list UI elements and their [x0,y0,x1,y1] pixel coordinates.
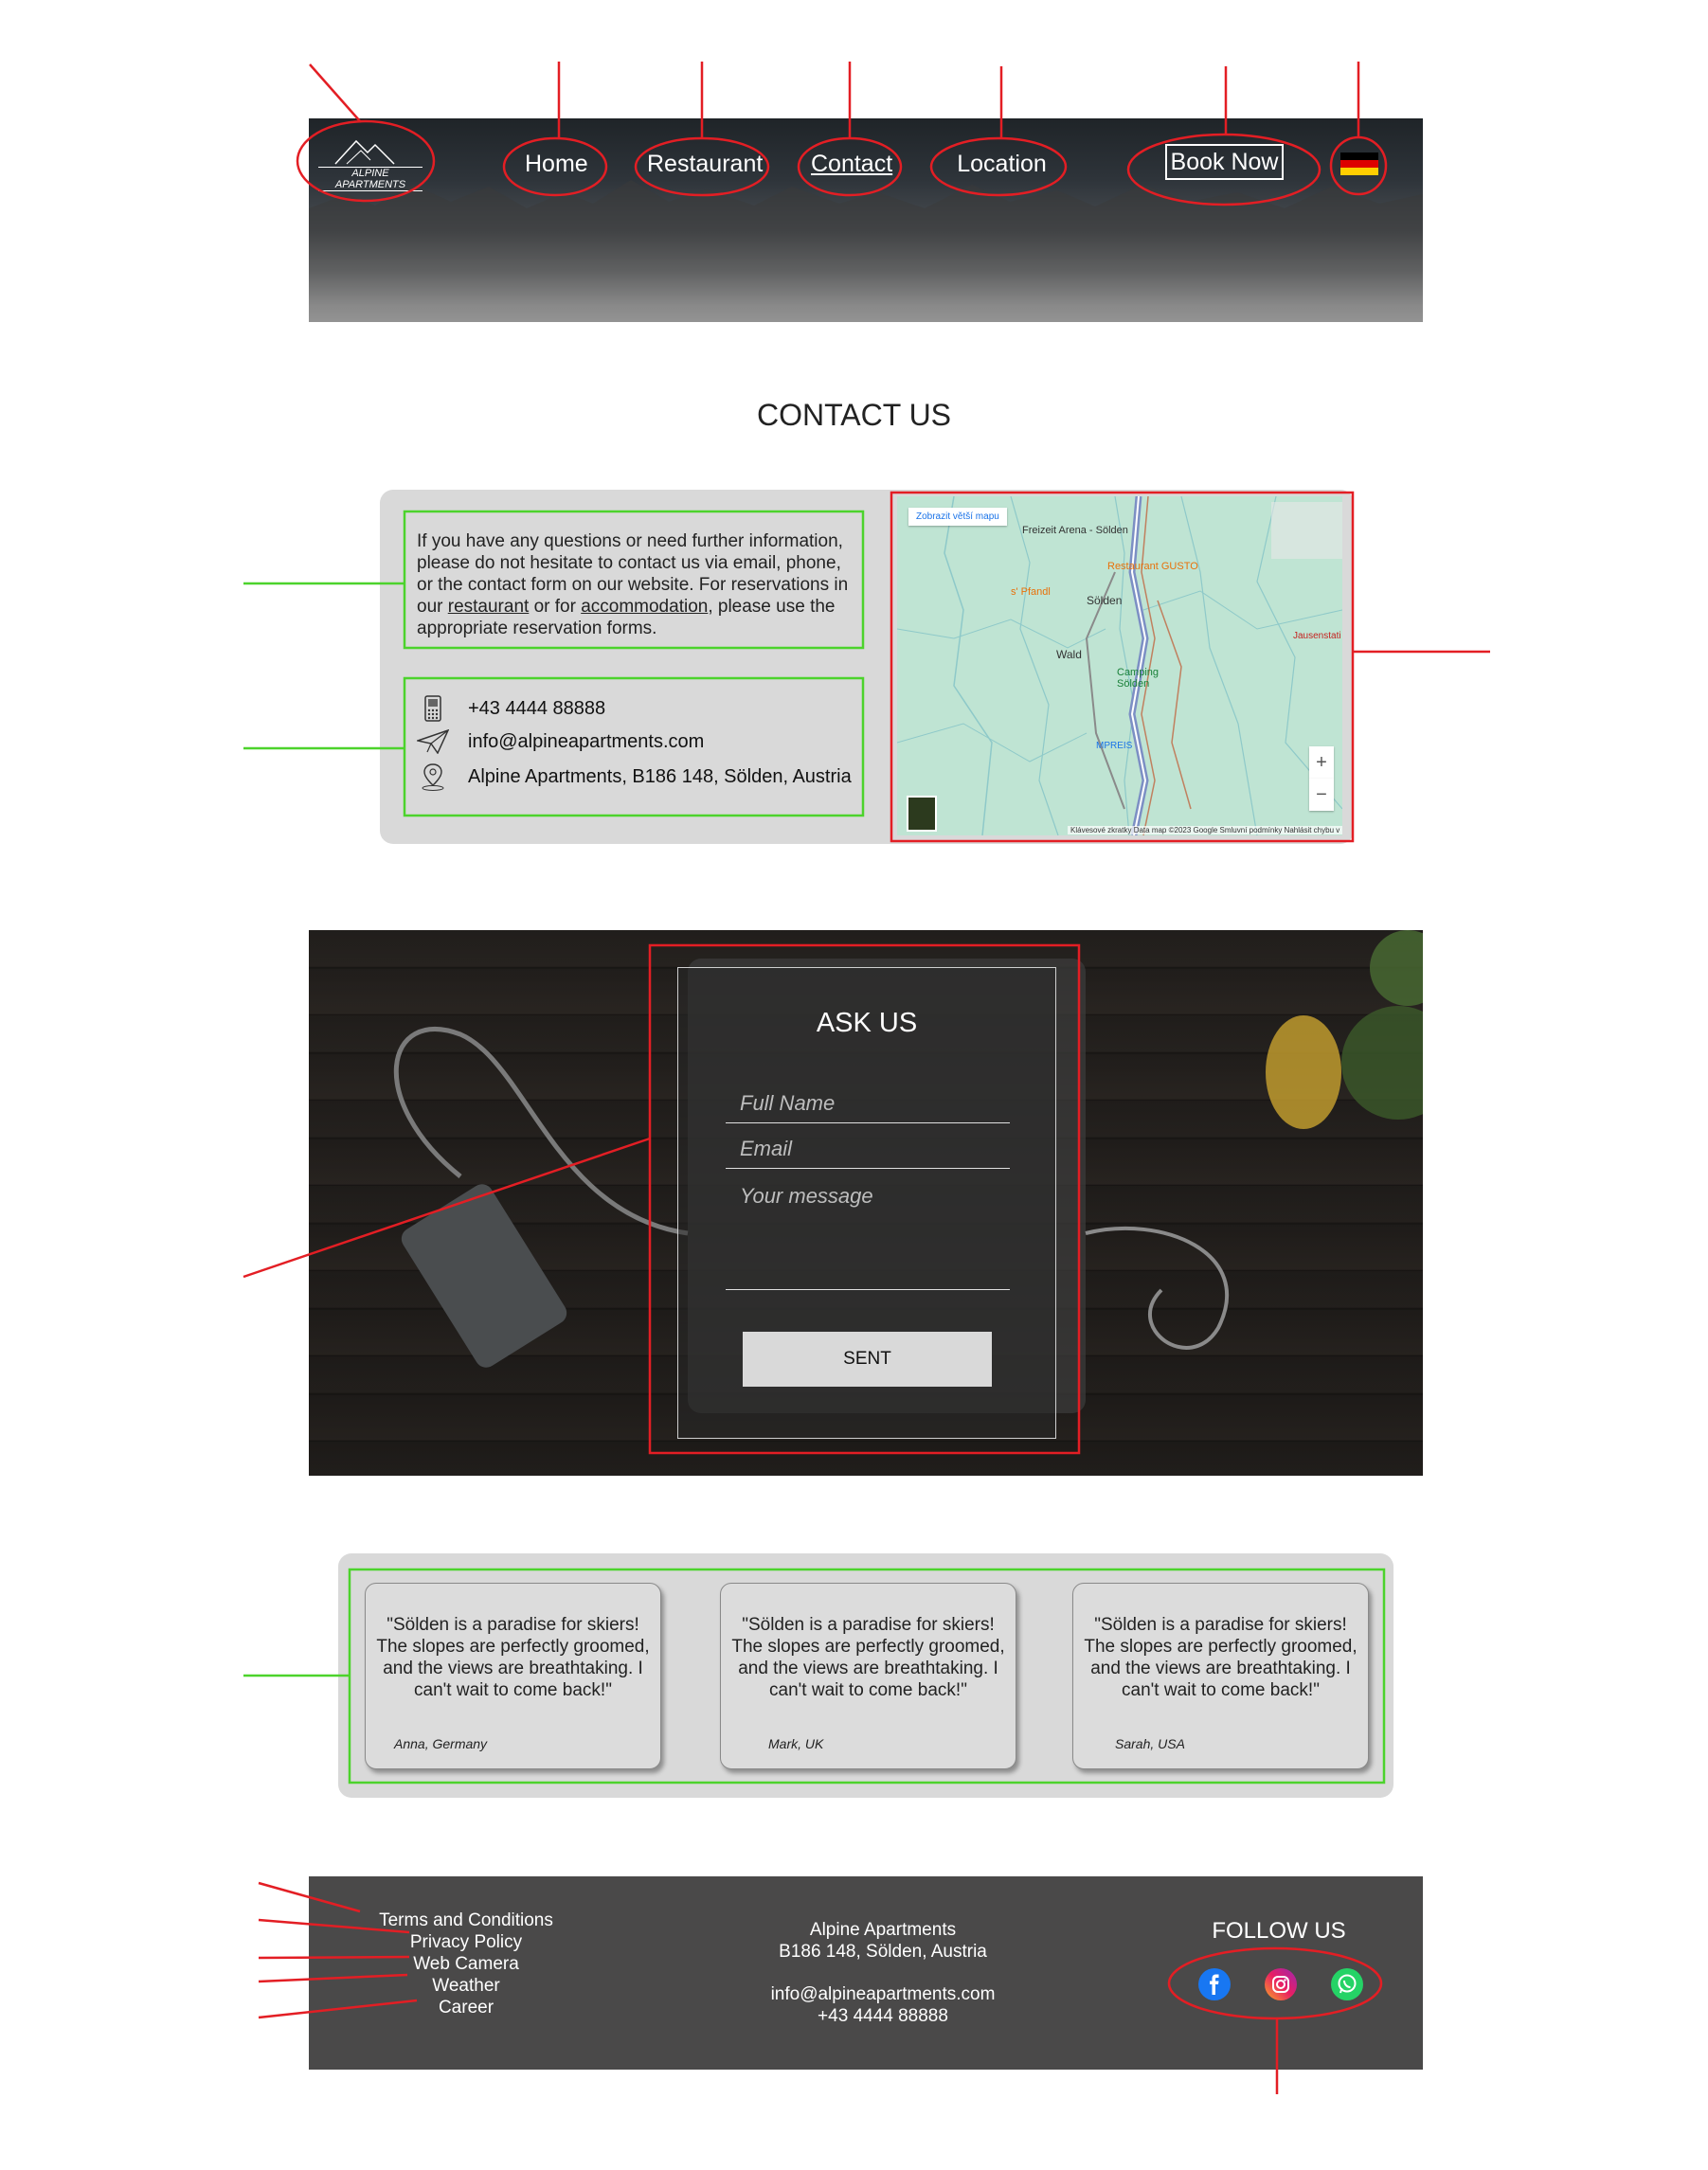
phone-number[interactable]: +43 4444 88888 [468,697,606,719]
header-banner [309,118,1423,322]
testimonial-quote: "Sölden is a paradise for skiers! The sl… [731,1615,1005,1700]
ask-title: ASK US [816,1008,918,1038]
address-row: Alpine Apartments, B186 148, Sölden, Aus… [417,762,852,791]
intro-text-part: or for [529,597,582,617]
phone-icon [417,694,449,723]
facebook-icon[interactable] [1198,1968,1231,2000]
map-terrain [897,496,1342,835]
email-row: info@alpineapartments.com [417,727,704,756]
map-label: Wald [1056,648,1082,661]
full-name-input[interactable]: Full Name [726,1091,1010,1123]
map-zoom-in-button[interactable]: + [1309,746,1334,779]
paper-plane-icon [417,727,449,756]
testimonial-card: "Sölden is a paradise for skiers! The sl… [1072,1583,1369,1769]
mountain-logo-icon [334,139,395,165]
send-button[interactable]: SENT [743,1332,992,1387]
footer-phone-label[interactable]: +43 4444 88888 [818,2006,948,2026]
nav-home[interactable]: Home [525,151,588,177]
testimonial-author: Mark, UK [768,1736,824,1751]
footer [309,1876,1423,2070]
book-now-button[interactable]: Book Now [1165,144,1284,180]
accommodation-link[interactable]: accommodation [581,597,709,617]
map-label[interactable]: Restaurant GUSTO [1107,561,1198,572]
footer-email-label[interactable]: info@alpineapartments.com [770,1984,996,2004]
testimonial-quote: "Sölden is a paradise for skiers! The sl… [376,1615,650,1700]
instagram-icon[interactable] [1265,1968,1297,2000]
google-map[interactable]: Zobrazit větší mapu Freizeit Arena - Söl… [897,496,1342,835]
german-flag-icon[interactable] [1340,152,1378,175]
follow-us-title: FOLLOW US [1212,1918,1346,1944]
intro-text-part: If you have any questions or need furthe… [417,531,849,617]
testimonial-card: "Sölden is a paradise for skiers! The sl… [720,1583,1016,1769]
map-satellite-thumbnail[interactable] [907,796,937,832]
map-label: Jausenstati [1293,631,1341,641]
email-input[interactable]: Email [726,1137,1010,1169]
nav-location[interactable]: Location [957,151,1047,177]
footer-link-label[interactable]: Web Camera [413,1954,519,1974]
contact-intro: If you have any questions or need furthe… [417,530,862,639]
mountain-background [309,180,1423,322]
nav-contact[interactable]: Contact [811,151,893,177]
ask-form: ASK US Full Name Email Your message SENT [677,967,1056,1439]
logo[interactable]: ALPINE APARTMENTS [318,135,423,191]
logo-text: ALPINE APARTMENTS [318,167,423,191]
map-attribution: Klávesové zkratky Data map ©2023 Google … [1068,826,1342,834]
email-address[interactable]: info@alpineapartments.com [468,730,705,752]
intro-text-part: , please use the appropriate reservation… [417,597,836,638]
footer-link-label[interactable]: Terms and Conditions [379,1910,553,1930]
message-textarea[interactable]: Your message [726,1184,1010,1290]
map-label[interactable]: Camping Sölden [1117,667,1160,690]
footer-link-label[interactable]: Career [438,1998,494,2018]
footer-link-label[interactable]: Weather [432,1976,500,1996]
footer-company-label: Alpine Apartments [809,1920,957,1940]
map-zoom-out-button[interactable]: − [1309,779,1334,811]
testimonial-author: Sarah, USA [1115,1736,1185,1751]
map-label: Freizeit Arena - Sölden [1022,525,1128,536]
footer-street-label: B186 148, Sölden, Austria [779,1942,987,1962]
location-pin-icon [417,762,449,791]
nav-restaurant[interactable]: Restaurant [647,151,764,177]
phone-row: +43 4444 88888 [417,694,605,723]
testimonial-card: "Sölden is a paradise for skiers! The sl… [365,1583,661,1769]
whatsapp-icon[interactable] [1331,1968,1363,2000]
address: Alpine Apartments, B186 148, Sölden, Aus… [468,765,852,787]
restaurant-link[interactable]: restaurant [447,597,530,617]
map-label[interactable]: MPREIS [1096,741,1133,751]
contact-title: CONTACT US [756,398,952,432]
footer-link-label[interactable]: Privacy Policy [409,1932,523,1952]
map-label: Sölden [1087,594,1123,607]
map-label[interactable]: s' Pfandl [1011,586,1051,598]
enlarge-map-button[interactable]: Zobrazit větší mapu [908,508,1007,526]
testimonial-quote: "Sölden is a paradise for skiers! The sl… [1084,1615,1357,1700]
testimonial-author: Anna, Germany [394,1736,488,1751]
